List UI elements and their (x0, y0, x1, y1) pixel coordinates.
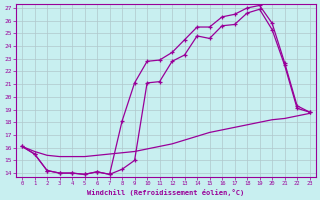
X-axis label: Windchill (Refroidissement éolien,°C): Windchill (Refroidissement éolien,°C) (87, 189, 244, 196)
